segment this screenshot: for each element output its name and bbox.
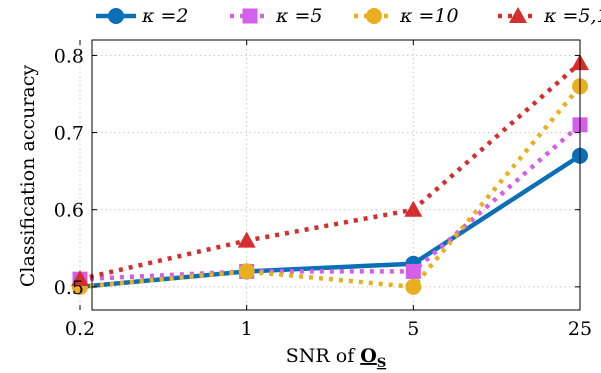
legend-label: κ =10 bbox=[399, 5, 459, 27]
data-point bbox=[239, 263, 255, 279]
x-axis-title-text: SNR of bbox=[286, 345, 361, 367]
data-point bbox=[406, 264, 421, 279]
legend-swatch-marker bbox=[366, 8, 382, 24]
legend-item: κ =2 bbox=[96, 5, 189, 27]
x-axis-title: SNR of OS bbox=[286, 345, 386, 371]
x-tick-label: 25 bbox=[568, 318, 592, 340]
legend-swatch-marker bbox=[243, 9, 258, 24]
y-tick-label: 0.5 bbox=[54, 277, 84, 299]
series-4 bbox=[71, 54, 589, 286]
x-tick-label: 0.2 bbox=[65, 318, 95, 340]
x-tick-label: 5 bbox=[407, 318, 419, 340]
y-axis-title: Classification accuracy bbox=[17, 65, 39, 287]
tick-layer: 0.2 1 5 25 0.5 0.6 0.7 0.8 bbox=[54, 40, 592, 340]
y-tick-label: 0.7 bbox=[54, 123, 84, 145]
series-line bbox=[80, 86, 580, 287]
legend-label: κ =5 bbox=[275, 5, 323, 27]
y-tick-label: 0.8 bbox=[54, 45, 84, 67]
y-tick-label: 0.6 bbox=[54, 200, 84, 222]
x-axis-title-symbol: O bbox=[360, 345, 377, 367]
data-point bbox=[238, 232, 256, 248]
series-line bbox=[80, 63, 580, 279]
legend: κ =2 κ =5 κ =10 κ =5,10 bbox=[96, 5, 601, 27]
data-point bbox=[405, 279, 421, 295]
series-line bbox=[80, 156, 580, 287]
legend-swatch-marker bbox=[108, 8, 124, 24]
legend-item: κ =10 bbox=[354, 5, 459, 27]
legend-item: κ =5,10 bbox=[498, 5, 601, 27]
data-point bbox=[404, 201, 422, 217]
legend-label: κ =5,10 bbox=[543, 5, 601, 27]
legend-label: κ =2 bbox=[141, 5, 189, 27]
x-tick-label: 1 bbox=[241, 318, 253, 340]
series-layer bbox=[71, 54, 589, 295]
legend-item: κ =5 bbox=[230, 5, 323, 27]
x-axis-title-subscript: S bbox=[377, 356, 386, 371]
